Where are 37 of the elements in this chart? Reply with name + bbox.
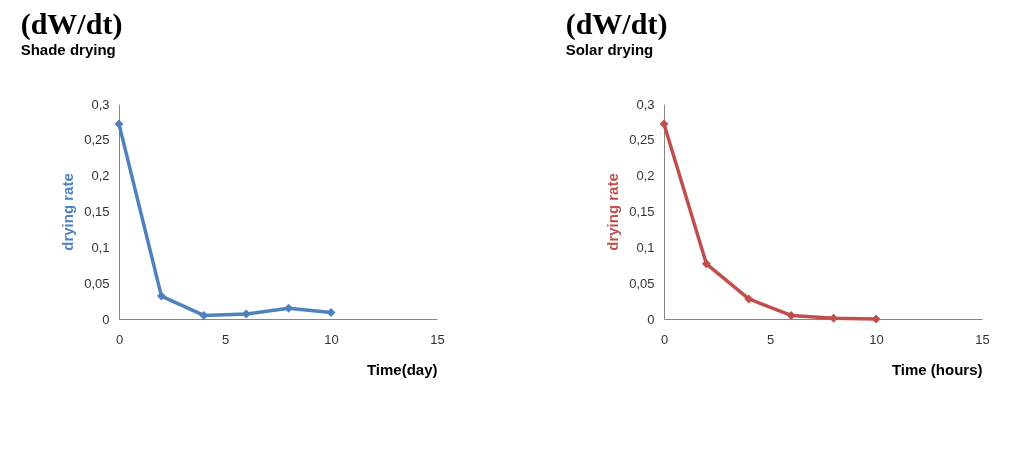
- y-tick-label: 0,05: [629, 275, 655, 291]
- x-axis-title: Time (hours): [891, 360, 983, 378]
- y-axis-title: drying rate: [59, 173, 77, 251]
- x-tick-label: 0: [115, 331, 124, 347]
- y-tick-label: 0,25: [629, 132, 655, 148]
- y-tick-label: 0: [647, 311, 655, 327]
- point: [156, 291, 166, 301]
- x-tick-label: 10: [324, 331, 339, 347]
- x-tick-label: 15: [975, 331, 990, 347]
- y-tick-label: 0,1: [91, 239, 110, 255]
- chart-subtitle: Solar drying: [565, 41, 654, 58]
- x-tick-label: 15: [430, 331, 445, 347]
- y-tick-label: 0,2: [636, 168, 655, 184]
- y-tick-label: 0,1: [636, 239, 655, 255]
- point: [659, 119, 669, 129]
- x-tick-label: 5: [766, 331, 775, 347]
- chart-title: (dW/dt): [565, 7, 668, 41]
- y-tick-label: 0,15: [629, 204, 655, 219]
- point: [871, 314, 881, 324]
- x-tick-label: 5: [221, 331, 230, 347]
- chart-title: (dW/dt): [20, 7, 123, 41]
- y-tick-label: 0,3: [636, 96, 655, 112]
- point: [114, 119, 124, 129]
- point: [326, 308, 336, 318]
- y-axis-title: drying rate: [604, 173, 622, 251]
- y-tick-label: 0,2: [91, 168, 110, 184]
- y-tick-label: 0,25: [84, 132, 110, 148]
- x-tick-label: 10: [869, 331, 884, 347]
- x-tick-label: 0: [660, 331, 669, 347]
- point: [744, 294, 754, 304]
- y-tick-label: 0,3: [91, 96, 110, 112]
- x-axis-title: Time(day): [366, 360, 438, 378]
- y-tick-label: 0,05: [84, 275, 110, 291]
- chart-subtitle: Shade drying: [20, 41, 116, 58]
- y-tick-label: 0: [102, 311, 110, 327]
- point: [701, 259, 711, 269]
- y-tick-label: 0,15: [84, 204, 110, 219]
